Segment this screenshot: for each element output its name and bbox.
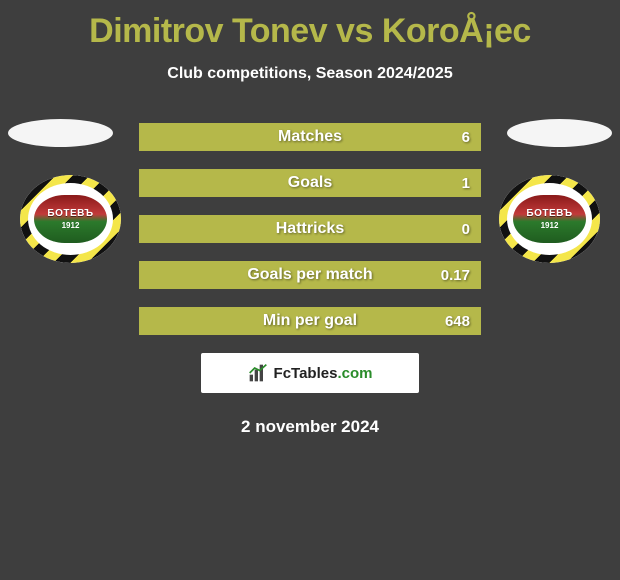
stat-bar-value-right: 0.17 — [441, 262, 470, 288]
stat-bar: Min per goal648 — [139, 307, 481, 335]
stat-bar-value-right: 1 — [462, 170, 470, 196]
player-ellipse-left — [8, 119, 113, 147]
stat-bar-label: Matches — [140, 124, 480, 150]
badge-year-left: 1912 — [62, 221, 80, 230]
stat-bar: Goals per match0.17 — [139, 261, 481, 289]
stat-bar: Matches6 — [139, 123, 481, 151]
badge-name-left: БОТЕВЪ — [47, 209, 93, 219]
player-ellipse-right — [507, 119, 612, 147]
stat-bar: Goals1 — [139, 169, 481, 197]
badge-name-right: БОТЕВЪ — [526, 209, 572, 219]
badge-year-right: 1912 — [541, 221, 559, 230]
stat-bar-value-right: 0 — [462, 216, 470, 242]
bar-chart-icon — [248, 363, 268, 383]
date-label: 2 november 2024 — [0, 417, 620, 437]
page-subtitle: Club competitions, Season 2024/2025 — [0, 65, 620, 83]
page-title: Dimitrov Tonev vs KoroÅ¡ec — [0, 0, 620, 51]
stat-bar-label: Goals per match — [140, 262, 480, 288]
stat-bar-value-right: 648 — [445, 308, 470, 334]
brand-box: FcTables.com — [201, 353, 419, 393]
team-badge-left: БОТЕВЪ 1912 — [20, 175, 121, 263]
stat-bar-label: Min per goal — [140, 308, 480, 334]
stat-bar-value-right: 6 — [462, 124, 470, 150]
comparison-panel: БОТЕВЪ 1912 БОТЕВЪ 1912 Matches6 Goals1 Ha… — [0, 115, 620, 375]
stat-bar-label: Hattricks — [140, 216, 480, 242]
team-badge-right: БОТЕВЪ 1912 — [499, 175, 600, 263]
stat-bar: Hattricks0 — [139, 215, 481, 243]
brand-label: FcTables.com — [274, 365, 373, 382]
stat-bar-label: Goals — [140, 170, 480, 196]
stat-bars: Matches6Goals1Hattricks0Goals per match0… — [139, 123, 481, 353]
